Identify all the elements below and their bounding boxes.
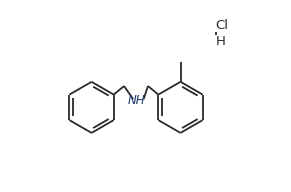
Text: Cl: Cl bbox=[216, 19, 228, 31]
Text: NH: NH bbox=[128, 94, 146, 107]
Text: H: H bbox=[216, 35, 226, 48]
